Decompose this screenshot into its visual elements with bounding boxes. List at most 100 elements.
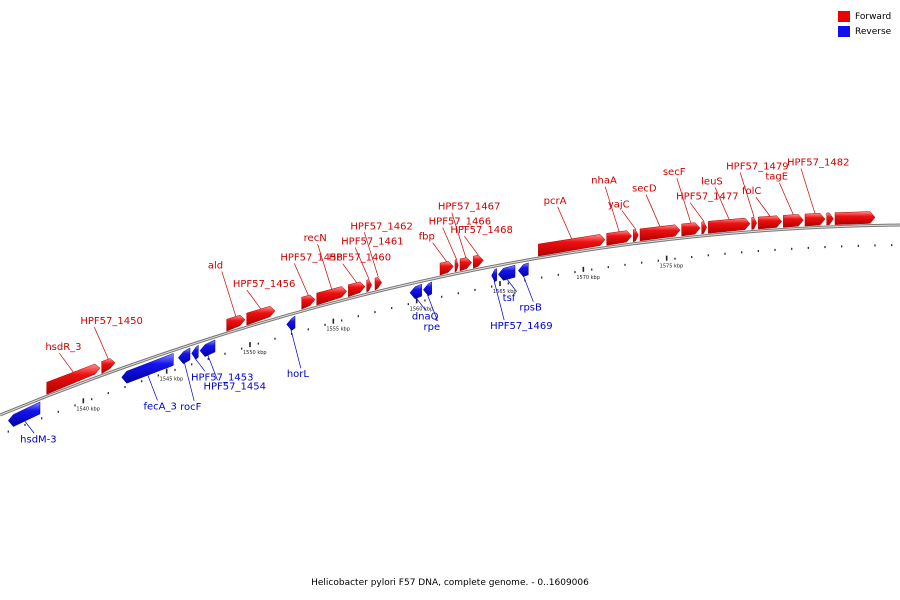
gene-label: hsdM-3 [20,434,57,445]
scale-minor-tick [290,332,293,335]
scale-minor-tick [224,352,226,355]
gene-label-leader [59,352,74,373]
scale-minor-tick [107,392,110,395]
gene-arrow[interactable] [121,353,174,384]
scale-minor-tick [674,257,676,260]
scale-minor-tick [390,307,393,310]
scale-minor-tick [890,244,893,247]
scale-minor-tick [657,259,660,262]
gene-label: fbp [419,232,435,243]
gene-label: secF [663,167,686,178]
gene-arrow[interactable] [606,230,633,246]
scale-minor-tick [340,319,343,322]
gene-label: hsdR_3 [45,342,81,353]
scale-minor-tick [624,263,626,266]
gene-arrow[interactable] [374,277,382,291]
genome-backbone-highlight [0,224,900,416]
scale-major-tick [332,318,335,324]
scale-major-tick [665,255,668,261]
gene-label: HPF57_1450 [80,316,142,327]
reverse-swatch [838,26,850,37]
gene-arrow[interactable] [491,268,497,282]
gene-label-leader [317,244,333,290]
gene-label-leader [342,263,357,283]
gene-arrow[interactable] [701,221,707,235]
gene-label-leader [290,329,302,369]
gene-arrow[interactable] [316,286,348,306]
gene-arrow[interactable] [826,212,834,226]
gene-arrow[interactable] [783,214,804,228]
scale-minor-tick [857,244,860,247]
gene-arrow[interactable] [246,305,276,326]
gene-arrow[interactable] [538,234,606,257]
scale-minor-tick [124,386,126,389]
gene-arrow[interactable] [191,344,199,360]
gene-label-leader [294,263,309,296]
gene-label: folC [742,186,761,197]
gene-label: pcrA [544,196,567,207]
scale-minor-tick [640,261,643,264]
gene-arrow[interactable] [409,283,422,300]
scale-major-tick [415,298,418,304]
scale-minor-tick [607,266,610,269]
gene-arrow[interactable] [301,294,316,310]
gene-arrow[interactable] [758,215,782,230]
gene-label: fecA_3 [144,401,177,412]
gene-label-leader [246,289,262,310]
gene-label-leader [427,294,438,321]
scale-minor-tick [790,247,793,250]
gene-arrow[interactable] [423,281,432,297]
gene-label-leader [415,297,427,311]
gene-arrow[interactable] [439,261,454,276]
gene-label-leader [183,361,195,401]
scale-minor-tick [57,410,60,413]
gene-arrow[interactable] [454,259,459,273]
gene-arrow[interactable] [708,217,751,234]
gene-arrow[interactable] [8,401,41,427]
gene-arrow[interactable] [286,315,296,331]
gene-label: nhaA [591,176,617,187]
scale-minor-tick [307,328,310,331]
gene-arrow[interactable] [804,213,826,227]
gene-arrow[interactable] [459,257,473,272]
gene-arrow[interactable] [46,363,101,395]
scale-minor-tick [174,368,176,371]
legend-label-reverse: Reverse [855,26,892,37]
gene-arrow[interactable] [366,279,372,293]
gene-label: tagE [765,172,788,183]
gene-label: horL [287,369,310,380]
gene-arrow[interactable] [639,224,681,242]
gene-arrow[interactable] [178,347,191,365]
scale-minor-tick [840,245,843,248]
gene-arrow[interactable] [681,222,701,237]
gene-label: HPF57_1462 [350,221,412,232]
gene-label: HPF57_1466 [429,217,491,228]
gene-arrow[interactable] [834,211,876,225]
gene-label-leader [676,177,692,224]
scale-major-tick [499,281,501,286]
scale-minor-tick [240,347,243,350]
gene-label: HPF57_1453 [191,372,253,383]
gene-label: HPF57_1468 [450,225,512,236]
gene-label-leader [194,358,206,372]
gene-label: HPF57_1456 [233,279,295,290]
scale-minor-tick [274,337,276,340]
scale-minor-tick [424,299,426,302]
gene-label-leader [523,275,534,302]
scale-minor-tick [824,246,826,249]
scale-label: 1575 kbp [660,264,684,270]
gene-arrow[interactable] [199,339,216,357]
gene-arrow[interactable] [348,281,366,298]
gene-arrow[interactable] [518,262,529,277]
gene-arrow[interactable] [226,314,246,332]
scale-minor-tick [90,398,93,401]
gene-label-leader [451,212,467,258]
gene-arrow[interactable] [633,229,639,243]
scale-minor-tick [807,246,810,249]
gene-arrow[interactable] [101,358,116,374]
gene-arrow[interactable] [498,264,516,281]
gene-arrow[interactable] [751,217,757,230]
gene-arrow[interactable] [473,254,484,269]
gene-label: rpe [424,322,441,333]
